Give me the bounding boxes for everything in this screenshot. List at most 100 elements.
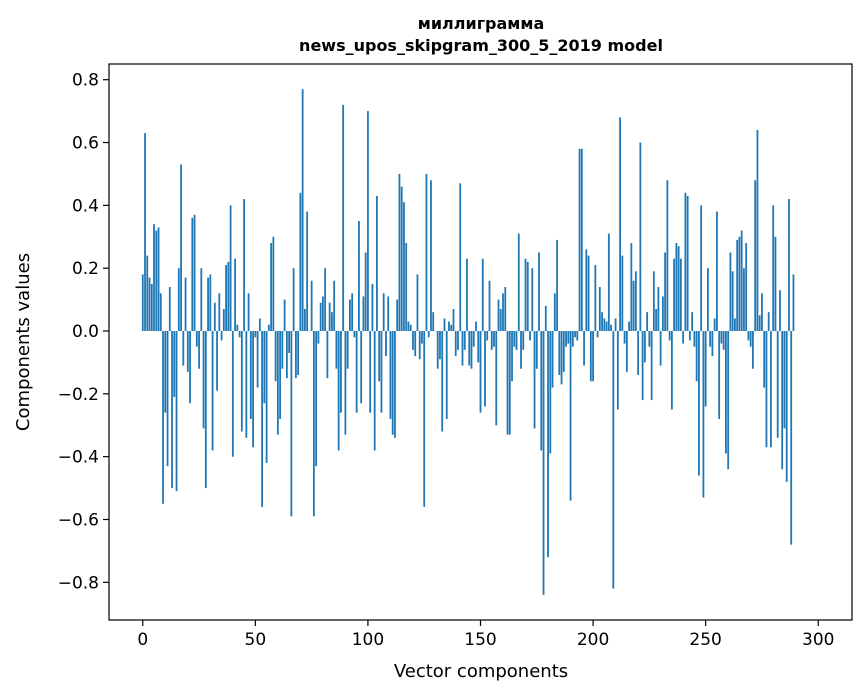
bar <box>583 331 585 366</box>
bar <box>538 252 540 331</box>
bar <box>337 331 340 451</box>
bar <box>216 331 218 391</box>
bar <box>220 331 223 341</box>
bar <box>425 173 428 331</box>
bar <box>490 331 493 350</box>
bar <box>668 331 671 341</box>
bar <box>299 192 302 331</box>
bar <box>758 315 761 332</box>
bar <box>315 331 318 467</box>
bar <box>274 331 277 382</box>
bar <box>792 274 795 331</box>
bar <box>335 331 338 369</box>
bar <box>358 221 360 331</box>
bar <box>443 318 446 331</box>
y-tick-label: 0.0 <box>72 322 99 342</box>
bar <box>324 268 327 331</box>
bar <box>267 324 270 331</box>
bar <box>598 287 601 332</box>
bar <box>549 331 552 454</box>
bar <box>182 331 185 366</box>
bar <box>236 324 239 331</box>
bar <box>605 321 608 331</box>
bar <box>623 331 626 344</box>
bar <box>511 331 513 382</box>
bar <box>468 331 471 366</box>
bar <box>398 173 401 331</box>
bar <box>391 331 394 435</box>
bar <box>592 331 594 382</box>
bar <box>522 331 525 350</box>
bar <box>247 293 250 331</box>
bar <box>218 293 221 331</box>
bar <box>270 243 273 331</box>
bar <box>589 331 592 382</box>
bar <box>495 331 498 426</box>
bar <box>774 236 777 332</box>
bar <box>245 331 248 438</box>
bar <box>353 331 356 338</box>
bar <box>351 293 354 331</box>
bar <box>155 230 158 332</box>
bar <box>177 268 180 331</box>
bar <box>303 309 306 332</box>
bar <box>673 258 676 332</box>
bar <box>781 331 784 470</box>
bar <box>754 180 757 332</box>
bar <box>747 331 750 341</box>
bar <box>342 104 345 332</box>
y-tick-label: 0.2 <box>72 259 99 279</box>
bar <box>157 227 160 331</box>
bar <box>475 321 477 331</box>
bar <box>209 274 212 331</box>
bar <box>378 331 381 382</box>
bar <box>484 331 486 407</box>
bar <box>486 331 489 341</box>
bar <box>616 331 619 410</box>
bar <box>533 331 536 429</box>
bar <box>159 293 162 331</box>
bar <box>513 331 516 347</box>
bar <box>574 331 576 338</box>
bar <box>752 331 754 369</box>
bar <box>707 268 709 331</box>
bar <box>418 331 421 360</box>
bar <box>648 331 651 347</box>
bar <box>409 324 412 331</box>
bar <box>403 202 405 331</box>
bar <box>641 331 644 401</box>
x-tick-label: 0 <box>137 630 148 650</box>
y-tick-label: −0.6 <box>58 510 99 530</box>
bar <box>204 331 207 489</box>
bar <box>682 331 685 344</box>
bar <box>506 331 509 435</box>
bar <box>141 274 144 331</box>
bar <box>704 331 707 407</box>
bar <box>414 331 417 357</box>
bar <box>193 214 196 332</box>
bar <box>207 277 209 331</box>
bar <box>234 258 236 332</box>
bar <box>328 302 331 331</box>
bar <box>445 331 448 419</box>
y-axis-ticks: −0.8 −0.6 −0.4 −0.2 0.0 0.2 0.4 0.6 0.8 <box>58 71 109 593</box>
bar <box>628 321 630 331</box>
bar <box>565 331 567 347</box>
bar <box>450 324 453 331</box>
bar <box>166 331 169 467</box>
bar <box>517 233 520 332</box>
bar <box>727 331 730 470</box>
bar <box>585 249 588 331</box>
x-axis-ticks: 0 50 100 150 200 250 300 <box>137 620 834 650</box>
bar <box>479 331 482 413</box>
bar <box>524 258 527 332</box>
bar <box>448 321 450 331</box>
bar <box>607 233 610 332</box>
bar <box>463 331 466 350</box>
bar <box>441 331 444 432</box>
bar <box>380 331 383 413</box>
bar <box>772 205 775 332</box>
bar <box>175 331 178 492</box>
